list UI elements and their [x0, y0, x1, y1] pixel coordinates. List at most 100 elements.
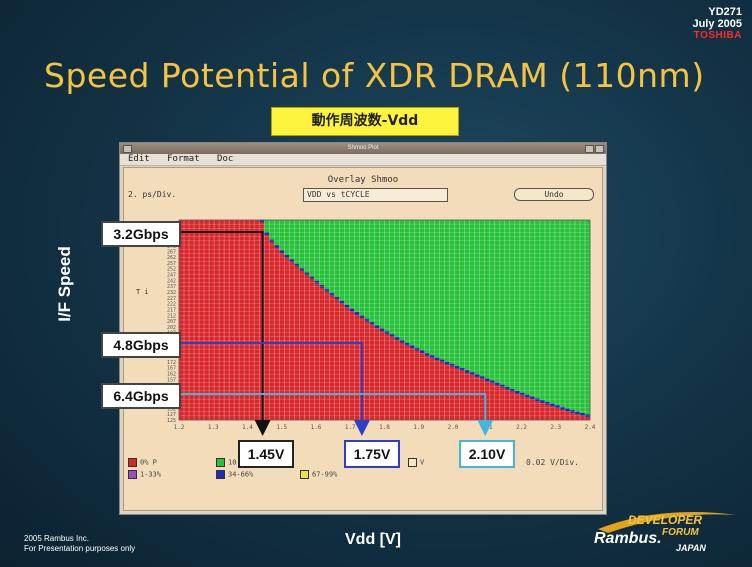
x-scale-label: 0.02 V/Div.: [526, 458, 579, 467]
shmoo-boundary-cell: [274, 245, 280, 248]
y-axis-glyph: T i: [136, 288, 149, 296]
shmoo-pass-cell: [454, 220, 460, 368]
menu-edit[interactable]: Edit: [128, 154, 150, 164]
shmoo-pass-cell: [359, 220, 365, 317]
shmoo-pass-cell: [399, 220, 405, 342]
x-tick-label: 2.3: [550, 424, 561, 431]
window-menu-button[interactable]: [123, 145, 132, 153]
shmoo-boundary-cell: [394, 337, 400, 340]
shmoo-boundary-cell: [449, 363, 455, 367]
slide-title: Speed Potential of XDR DRAM (110nm): [44, 56, 705, 95]
legend-mid: 34-66%: [216, 470, 253, 479]
checkbox-box[interactable]: [408, 458, 417, 467]
y-tick-label: 127: [167, 412, 176, 418]
shmoo-boundary-cell: [514, 390, 521, 394]
shmoo-pass-cell: [544, 220, 551, 404]
shmoo-boundary-cell: [454, 365, 460, 369]
shmoo-pass-cell: [574, 220, 581, 414]
shmoo-boundary-cell: [314, 280, 320, 284]
rambus-developer-forum-logo: DEVELOPER FORUM Rambus. JAPAN: [594, 512, 736, 553]
shmoo-pass-cell: [434, 220, 440, 360]
legend-swatch-fail: [128, 458, 137, 467]
shmoo-boundary-cell: [269, 239, 275, 243]
logo-line2: FORUM: [662, 527, 699, 538]
shmoo-pass-cell: [424, 220, 430, 355]
shmoo-boundary-cell: [569, 410, 576, 413]
x-tick-label: 1.6: [311, 424, 322, 431]
copyright-line: 2005 Rambus Inc.: [24, 534, 89, 543]
shmoo-pass-cell: [324, 220, 330, 291]
shmoo-boundary-cell: [369, 322, 375, 325]
shmoo-boundary-cell: [534, 398, 541, 401]
shmoo-boundary-cell: [354, 312, 360, 315]
chart-subtitle: 動作周波数-Vdd: [271, 107, 459, 136]
shmoo-boundary-cell: [329, 293, 335, 296]
shmoo-pass-cell: [459, 220, 465, 370]
axis-select-dropdown[interactable]: VDD vs tCYCLE: [303, 188, 448, 202]
shmoo-pass-cell: [504, 220, 511, 389]
shmoo-pass-cell: [304, 220, 310, 275]
window-maximize-button[interactable]: [595, 145, 604, 153]
shmoo-pass-cell: [584, 220, 591, 416]
shmoo-pass-cell: [339, 220, 345, 303]
y-tick-label: 167: [167, 366, 176, 372]
shmoo-pass-cell: [329, 220, 335, 295]
shmoo-pass-cell: [474, 220, 481, 376]
shmoo-pass-cell: [404, 220, 410, 345]
vdd-label-1-45v: 1.45V: [238, 440, 294, 468]
shmoo-boundary-cell: [479, 376, 486, 379]
legend-high: 67-99%: [300, 470, 337, 479]
x-tick-label: 1.4: [242, 424, 253, 431]
legend-fail: 0% P: [128, 458, 157, 467]
shmoo-boundary-cell: [374, 325, 380, 328]
shmoo-pass-cell: [274, 220, 280, 247]
menu-format[interactable]: Format: [167, 154, 200, 164]
shmoo-pass-cell: [289, 220, 295, 261]
shmoo-pass-cell: [269, 220, 275, 242]
shmoo-boundary-cell: [584, 414, 591, 417]
shmoo-pass-cell: [419, 220, 425, 352]
shmoo-boundary-cell: [459, 368, 465, 371]
shmoo-boundary-cell: [504, 386, 511, 390]
shmoo-boundary-cell: [304, 272, 310, 276]
shmoo-boundary-cell: [539, 400, 546, 403]
legend-checkbox[interactable]: V: [408, 458, 424, 467]
logo-line3: JAPAN: [676, 543, 706, 553]
window-titlebar: Shmoo Plot: [120, 143, 606, 154]
shmoo-boundary-cell: [489, 380, 496, 384]
shmoo-pass-cell: [284, 220, 290, 257]
shmoo-pass-cell: [374, 220, 380, 327]
shmoo-boundary-cell: [364, 318, 370, 322]
shmoo-boundary-cell: [499, 384, 506, 388]
disclaimer-line: For Presentation purposes only: [24, 544, 136, 553]
shmoo-boundary-cell: [344, 304, 350, 308]
shmoo-boundary-cell: [579, 412, 586, 416]
shmoo-pass-cell: [529, 220, 536, 399]
shmoo-boundary-cell: [424, 352, 430, 356]
window-minimize-button[interactable]: [585, 145, 594, 153]
plot-title: Overlay Shmoo: [327, 175, 399, 185]
x-tick-label: 1.3: [208, 424, 219, 431]
footer-copyright: 2005 Rambus Inc. For Presentation purpos…: [24, 534, 135, 554]
shmoo-pass-cell: [524, 220, 531, 397]
legend-swatch-low: [128, 470, 137, 479]
y-scale-label: 2. ps/Div.: [128, 190, 177, 199]
menu-doc[interactable]: Doc: [217, 154, 234, 164]
shmoo-boundary-cell: [359, 315, 365, 318]
y-tick-label: 267: [167, 249, 176, 255]
shmoo-pass-cell: [379, 220, 385, 330]
x-tick-label: 1.9: [413, 424, 424, 431]
shmoo-boundary-cell: [399, 340, 405, 343]
slide-meta: YD271 July 2005 TOSHIBA: [692, 6, 742, 42]
y-tick-label: 212: [167, 313, 176, 319]
shmoo-pass-cell: [569, 220, 576, 412]
shmoo-pass-cell: [414, 220, 420, 350]
x-axis-label: Vdd [V]: [345, 531, 401, 548]
legend-swatch-mid: [216, 470, 225, 479]
shmoo-pass-cell: [494, 220, 501, 385]
shmoo-pass-cell: [364, 220, 370, 321]
undo-button[interactable]: Undo: [514, 188, 594, 201]
shmoo-boundary-cell: [379, 328, 385, 331]
y-tick-label: 125: [167, 418, 176, 424]
shmoo-boundary-cell: [559, 407, 566, 410]
